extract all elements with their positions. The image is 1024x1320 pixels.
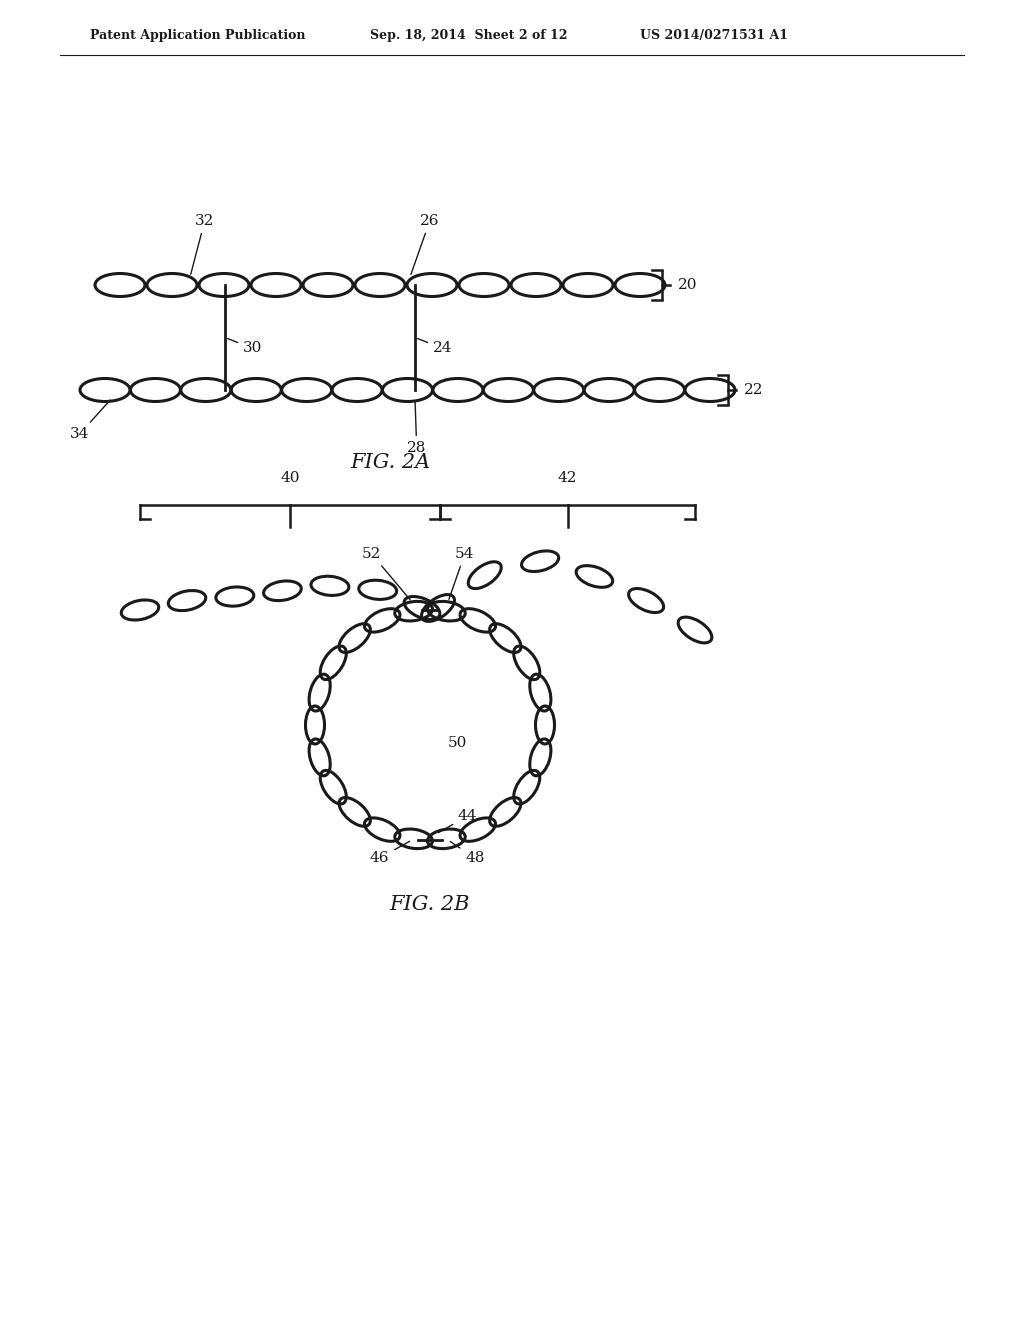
Text: 24: 24 [418,338,453,355]
Text: 42: 42 [558,471,578,484]
Text: 44: 44 [438,809,477,833]
Text: 48: 48 [451,842,484,865]
Text: 32: 32 [190,214,214,275]
Text: FIG. 2B: FIG. 2B [390,895,470,915]
Text: 46: 46 [370,841,410,865]
Text: 20: 20 [678,279,697,292]
Text: 52: 52 [362,546,411,599]
Text: 50: 50 [449,737,467,750]
Text: US 2014/0271531 A1: US 2014/0271531 A1 [640,29,788,41]
Text: 22: 22 [744,383,764,397]
Text: Sep. 18, 2014  Sheet 2 of 12: Sep. 18, 2014 Sheet 2 of 12 [370,29,567,41]
Text: 30: 30 [227,338,262,355]
Text: FIG. 2A: FIG. 2A [350,453,430,471]
Text: 54: 54 [449,546,474,599]
Text: 26: 26 [411,214,439,275]
Text: Patent Application Publication: Patent Application Publication [90,29,305,41]
Text: 28: 28 [407,401,426,455]
Text: 40: 40 [281,471,300,484]
Text: 34: 34 [70,400,111,441]
